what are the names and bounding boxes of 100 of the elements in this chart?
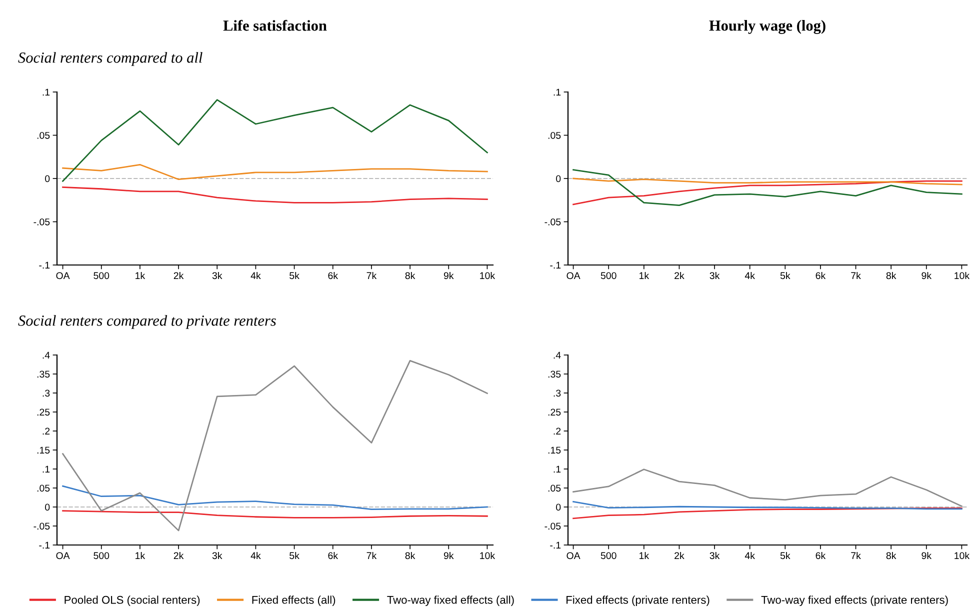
x-tick-label: 6k [328, 552, 338, 560]
legend-label: Pooled OLS (social renters) [64, 596, 200, 606]
x-tick-label: 1k [640, 552, 650, 559]
y-tick-label: 0 [45, 504, 50, 511]
y-tick-label: .25 [37, 408, 50, 416]
y-tick-label: .1 [554, 466, 561, 473]
y-tick-label: 0 [45, 175, 50, 182]
x-tick-label: 500 [600, 552, 616, 560]
x-tick-label: 10k [480, 552, 496, 560]
x-tick-label: 9k [922, 552, 932, 560]
y-tick-label: 0 [556, 504, 561, 511]
x-tick-label: 9k [444, 272, 454, 280]
chart-title: Hourly wage (log) [709, 20, 826, 34]
y-tick-label: .3 [554, 390, 561, 397]
x-tick-label: 8k [886, 552, 896, 560]
line-series [572, 468, 962, 507]
y-tick-label: -.1 [39, 542, 50, 549]
y-tick-label: .35 [548, 370, 561, 378]
x-tick-label: 5k [780, 272, 790, 280]
line-series [572, 169, 962, 206]
x-tick-label: 2k [674, 272, 684, 279]
x-tick-label: 3k [212, 272, 222, 280]
y-tick-label: .25 [548, 408, 561, 416]
x-tick-label: 2k [174, 552, 184, 559]
x-tick-label: OA [566, 272, 580, 280]
x-tick-label: 5k [290, 272, 300, 280]
x-tick-label: 500 [94, 552, 110, 560]
legend-label: Fixed effects (all) [252, 596, 336, 606]
line-series [572, 500, 962, 510]
y-tick-label: -.05 [544, 522, 561, 530]
x-tick-label: OA [56, 552, 70, 560]
x-tick-label: 10k [954, 272, 970, 280]
line-series [62, 485, 488, 510]
line-series [62, 510, 488, 518]
y-tick-label: .1 [42, 88, 50, 96]
x-tick-label: 1k [640, 272, 650, 279]
x-tick-label: 4k [744, 272, 755, 279]
line-series [62, 360, 488, 532]
chart-subtitle: Social renters compared to private renters [18, 315, 276, 329]
x-tick-label: 3k [710, 272, 720, 280]
x-tick-label: 9k [444, 552, 454, 560]
y-tick-label: .15 [37, 446, 50, 454]
y-tick-label: -.05 [34, 218, 50, 226]
x-tick-label: 8k [886, 272, 896, 280]
chart-subtitle: Social renters compared to all [18, 52, 202, 66]
x-tick-label: 6k [816, 272, 826, 280]
x-tick-label: 7k [851, 552, 861, 559]
x-tick-label: 3k [710, 552, 720, 560]
x-tick-label: 10k [954, 552, 970, 560]
x-tick-label: 4k [744, 552, 755, 559]
y-tick-label: .05 [548, 132, 561, 139]
x-tick-label: 7k [366, 272, 377, 279]
y-tick-label: -.1 [550, 262, 561, 269]
chart-title: Life satisfaction [223, 20, 327, 31]
x-tick-label: 3k [212, 552, 222, 560]
x-tick-label: 1k [136, 552, 146, 559]
x-tick-label: 4k [250, 272, 261, 279]
y-tick-label: -.1 [550, 542, 561, 549]
x-tick-label: 500 [94, 272, 110, 280]
y-tick-label: .05 [548, 484, 561, 492]
y-tick-label: .1 [42, 466, 50, 473]
legend-label: Two-way fixed effects (all) [387, 596, 514, 606]
x-tick-label: 8k [405, 552, 416, 560]
line-series [62, 164, 488, 180]
line-series [62, 99, 488, 182]
x-tick-label: 6k [816, 552, 826, 560]
y-tick-label: 0 [556, 175, 561, 182]
line-series [62, 186, 488, 204]
y-tick-label: .05 [37, 484, 50, 492]
x-tick-label: 6k [328, 272, 338, 280]
x-tick-label: 4k [250, 552, 261, 559]
x-tick-label: 5k [780, 552, 790, 560]
y-tick-label: .2 [42, 428, 50, 435]
y-tick-label: -.1 [39, 262, 50, 269]
y-tick-label: .1 [554, 88, 561, 96]
x-tick-label: 1k [136, 272, 146, 279]
x-tick-label: 9k [922, 272, 932, 280]
x-tick-label: OA [566, 552, 580, 560]
x-tick-label: 2k [674, 552, 684, 559]
legend-label: Fixed effects (private renters) [566, 596, 710, 606]
x-tick-label: 2k [174, 272, 184, 279]
x-tick-label: 7k [366, 552, 377, 559]
y-tick-label: .05 [37, 132, 50, 139]
y-tick-label: .3 [42, 390, 50, 397]
x-tick-label: 500 [600, 272, 616, 280]
x-tick-label: 8k [405, 272, 416, 280]
x-tick-label: 10k [480, 272, 496, 280]
x-tick-label: OA [56, 272, 70, 280]
y-tick-label: .4 [42, 352, 50, 359]
x-tick-label: 7k [851, 272, 861, 279]
y-tick-label: .15 [548, 446, 561, 454]
y-tick-label: .35 [37, 370, 50, 378]
legend-label: Two-way fixed effects (private renters) [761, 596, 948, 606]
line-series [572, 178, 962, 186]
y-tick-label: -.05 [34, 522, 50, 530]
line-series [572, 507, 962, 520]
y-tick-label: -.05 [544, 218, 561, 226]
y-tick-label: .2 [554, 428, 561, 435]
y-tick-label: .4 [554, 352, 561, 359]
line-series [572, 180, 962, 206]
